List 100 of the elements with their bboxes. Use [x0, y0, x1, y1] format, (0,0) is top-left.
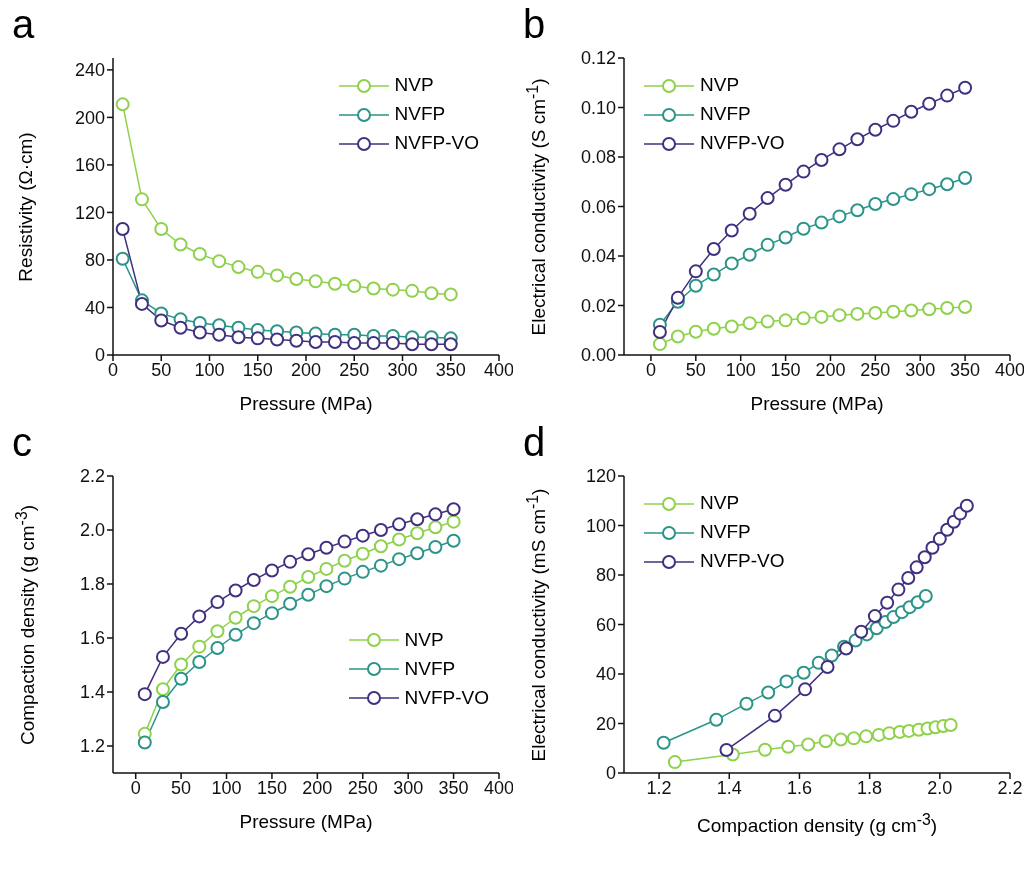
x-tick-label: 1.4 — [716, 777, 742, 798]
point — [410, 546, 425, 561]
x-tick-label: 0 — [107, 359, 119, 380]
point — [308, 274, 323, 289]
point — [155, 682, 170, 697]
point — [337, 534, 352, 549]
point — [270, 268, 285, 283]
point — [392, 532, 407, 547]
point — [814, 215, 829, 230]
point — [174, 671, 189, 686]
x-axis-title: Pressure (MPa) — [238, 393, 374, 415]
point — [814, 152, 829, 167]
point — [868, 197, 883, 212]
point — [446, 533, 461, 548]
point — [940, 177, 955, 192]
point — [270, 332, 285, 347]
x-tick-label: 300 — [387, 359, 418, 380]
point — [652, 337, 667, 352]
legend-label: NVFP — [700, 103, 751, 124]
y-tick-label: 80 — [84, 250, 105, 271]
point — [355, 546, 370, 561]
point — [115, 222, 130, 237]
point — [760, 191, 775, 206]
chart-title: c — [12, 420, 32, 465]
y-tick-label: 120 — [585, 466, 616, 487]
point — [833, 732, 848, 747]
x-tick-label: 0 — [645, 359, 656, 380]
point — [917, 550, 932, 565]
point — [246, 599, 261, 614]
point — [742, 247, 757, 262]
x-tick-label: 350 — [438, 777, 469, 798]
point — [443, 287, 458, 302]
y-tick-label: 0.04 — [580, 246, 616, 267]
point — [410, 526, 425, 541]
point — [347, 279, 362, 294]
y-tick-label: 80 — [595, 565, 616, 586]
point — [424, 337, 439, 352]
point — [250, 264, 265, 279]
x-tick-label: 150 — [770, 359, 801, 380]
point — [173, 237, 188, 252]
x-tick-label: 50 — [171, 777, 192, 798]
point — [446, 502, 461, 517]
point — [366, 336, 381, 351]
point — [385, 282, 400, 297]
legend-label: NVFP — [700, 521, 751, 542]
y-tick-label: 0 — [94, 345, 105, 366]
y-tick-label: 40 — [84, 297, 105, 318]
point — [212, 254, 227, 269]
point — [154, 222, 169, 237]
point — [796, 164, 811, 179]
point — [886, 304, 901, 319]
point — [719, 742, 734, 757]
legend-label: NVP — [394, 74, 434, 95]
point — [192, 639, 207, 654]
legend-label: NVP — [700, 492, 740, 513]
point — [192, 247, 207, 262]
y-tick-label: 0.00 — [580, 345, 616, 366]
point — [289, 271, 304, 286]
point — [859, 729, 874, 744]
point — [192, 325, 207, 340]
point — [958, 171, 973, 186]
point — [818, 734, 833, 749]
x-tick-label: 200 — [815, 359, 846, 380]
y-tick-label: 0.10 — [580, 97, 616, 118]
y-tick-label: 1.4 — [79, 682, 105, 703]
point — [688, 278, 703, 293]
point — [373, 558, 388, 573]
point — [428, 520, 443, 535]
point — [192, 655, 207, 670]
point — [385, 336, 400, 351]
point — [443, 337, 458, 352]
point — [796, 311, 811, 326]
x-tick-label: 1.8 — [857, 777, 883, 798]
y-tick-label: 240 — [74, 60, 105, 81]
point — [904, 104, 919, 119]
point — [781, 739, 796, 754]
point — [706, 267, 721, 282]
x-tick-label: 100 — [194, 359, 225, 380]
x-tick-label: 50 — [685, 359, 706, 380]
point — [688, 264, 703, 279]
point — [932, 531, 947, 546]
point — [337, 571, 352, 586]
point — [405, 283, 420, 298]
point — [301, 547, 316, 562]
point — [231, 330, 246, 345]
x-tick-label: 250 — [860, 359, 891, 380]
point — [264, 589, 279, 604]
point — [228, 610, 243, 625]
point — [173, 320, 188, 335]
point — [137, 735, 152, 750]
legend-label: NVFP — [394, 103, 446, 124]
x-tick-label: 1.2 — [646, 777, 672, 798]
point — [850, 306, 865, 321]
point — [670, 329, 685, 344]
point — [778, 177, 793, 192]
point — [824, 648, 839, 663]
point — [891, 582, 906, 597]
y-tick-label: 0.12 — [580, 48, 616, 69]
point — [246, 616, 261, 631]
legend-label: NVFP — [404, 657, 456, 679]
